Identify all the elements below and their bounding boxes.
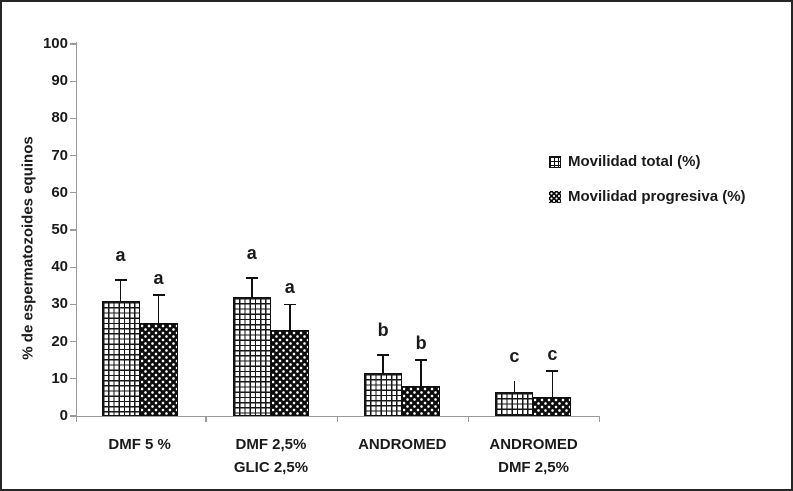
bar-grid-group1 [101,300,140,416]
y-tick-label: 20 [51,332,68,350]
legend: Movilidad total (%) Movilidad progresiva… [549,153,746,223]
y-tick-label: 90 [51,72,68,90]
x-category-label-line: ANDROMED [358,436,447,453]
bar-grid-group3 [364,373,403,416]
y-tick-label: 30 [51,295,68,313]
x-category-label-line: DMF 5 % [108,436,171,453]
significance-letter: b [415,333,427,354]
y-tick-mark [70,378,76,380]
x-category-label: DMF 2,5% GLIC 2,5% [234,433,308,479]
error-bar-cap [283,303,296,306]
bar-dots-group3 [402,386,441,416]
bar-dots-group2 [270,330,309,416]
y-tick-mark [70,303,76,306]
y-tick-label: 40 [51,258,68,276]
y-tick-mark [70,229,76,231]
y-tick-label: 100 [42,35,68,52]
bar-grid-group4 [495,391,534,416]
legend-entry: Movilidad total (%) [549,153,746,170]
error-bar [157,295,160,323]
y-tick-mark [70,192,76,194]
y-tick-mark [70,117,76,120]
x-tick-mark [205,416,207,422]
x-category-label-line: DMF 2,5% [235,436,307,453]
significance-letter: c [547,344,558,365]
significance-letter: c [509,345,520,366]
x-tick-mark [467,416,470,422]
dots-pattern-swatch-icon [549,190,561,203]
y-tick-mark [70,415,76,417]
x-category-label: ANDROMED DMF 2,5% [489,433,577,479]
legend-entry: Movilidad progresiva (%) [549,188,746,205]
y-tick-label: 70 [51,146,68,164]
error-bar [251,278,253,297]
grid-pattern-swatch-icon [549,155,561,168]
bar-dots-group1 [139,323,178,416]
significance-letter: a [153,268,164,289]
error-bar [119,280,122,301]
x-category-label: DMF 5 % [108,433,171,456]
error-bar-cap [546,370,559,373]
x-category-label-line: GLIC 2,5% [233,459,309,476]
x-tick-mark [599,416,601,422]
y-tick-mark [70,80,76,82]
bar-grid-group2 [232,296,271,416]
y-tick-label: 10 [51,369,68,387]
bar-dots-group4 [533,397,572,416]
y-tick-label: 60 [51,183,68,201]
legend-label: Movilidad progresiva (%) [568,188,746,205]
significance-letter: a [115,245,126,266]
y-tick-mark [70,266,76,268]
x-axis-line [70,415,600,417]
error-bar [513,380,516,392]
legend-label: Movilidad total (%) [568,153,701,170]
y-axis-line [75,42,77,422]
significance-letter: b [377,319,389,340]
y-axis-title: % de espermatozoides equinos [19,136,37,360]
significance-letter: a [246,243,257,264]
x-category-label-line: DMF 2,5% [498,459,569,476]
y-tick-label: 0 [59,407,68,424]
y-tick-mark [70,341,76,343]
error-bar [551,371,554,398]
error-bar-cap [415,359,428,362]
error-bar-cap [114,279,127,282]
significance-letter: a [284,277,295,298]
x-category-label-line: ANDROMED [489,436,578,453]
error-bar [420,360,422,387]
y-tick-label: 50 [51,221,68,238]
error-bar [289,304,291,331]
y-tick-label: 80 [51,109,68,127]
error-bar [382,354,384,374]
x-category-label: ANDROMED [358,433,446,456]
y-tick-mark [70,155,76,157]
x-tick-mark [336,416,338,422]
error-bar-cap [152,294,165,296]
error-bar-cap [245,277,258,280]
y-tick-mark [70,43,76,45]
error-bar-cap [377,353,390,356]
